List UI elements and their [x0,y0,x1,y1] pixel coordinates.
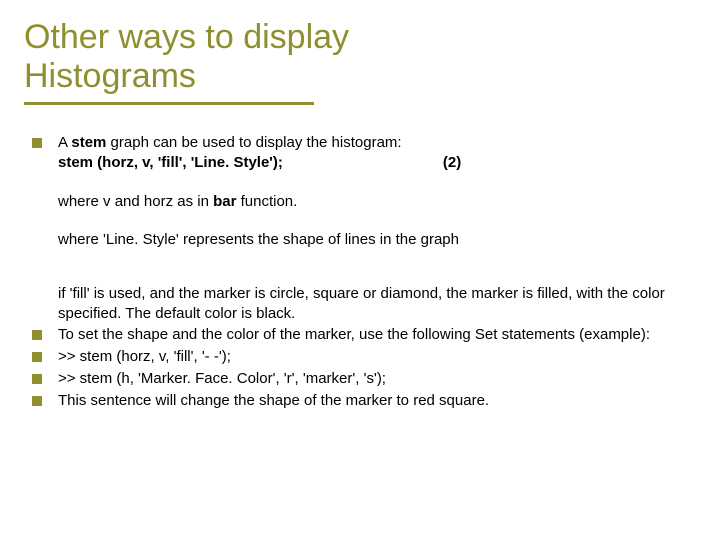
title-line-1: Other ways to display [24,18,349,56]
paragraph: where v and horz as in bar function. [58,192,690,212]
bullet-item: >> stem (h, 'Marker. Face. Color', 'r', … [32,369,690,389]
text-frag: function. [236,193,297,210]
text-frag: where v and horz as in [58,193,213,210]
bullet-text: To set the shape and the color of the ma… [58,325,690,345]
equation-number: (2) [443,153,461,173]
paragraph: if 'fill' is used, and the marker is cir… [58,284,690,325]
square-bullet-icon [32,352,42,362]
bullet-item: This sentence will change the shape of t… [32,391,690,411]
paragraph: where 'Line. Style' represents the shape… [58,230,690,250]
title-underline [24,102,314,105]
bullet-item: >> stem (horz, v, 'fill', '- -'); [32,347,690,367]
slide-container: Other ways to display Histograms A stem … [0,0,720,540]
text-bold: bar [213,193,236,210]
bullet-text: A stem graph can be used to display the … [58,133,690,174]
code-text: stem (horz, v, 'fill', 'Line. Style'); [58,154,283,171]
square-bullet-icon [32,396,42,406]
square-bullet-icon [32,374,42,384]
text-frag: graph can be used to display the histogr… [106,134,401,151]
square-bullet-icon [32,330,42,340]
bullet-text: >> stem (horz, v, 'fill', '- -'); [58,347,690,367]
text-frag: A [58,134,71,151]
square-bullet-icon [32,138,42,148]
bullet-text: >> stem (h, 'Marker. Face. Color', 'r', … [58,369,690,389]
title-line-2: Histograms [24,57,196,95]
slide-content: A stem graph can be used to display the … [30,133,690,412]
text-bold: stem [71,134,106,151]
bullet-item: To set the shape and the color of the ma… [32,325,690,345]
bullet-item: A stem graph can be used to display the … [32,133,690,174]
slide-title: Other ways to display Histograms [24,18,690,96]
bullet-text: This sentence will change the shape of t… [58,391,690,411]
